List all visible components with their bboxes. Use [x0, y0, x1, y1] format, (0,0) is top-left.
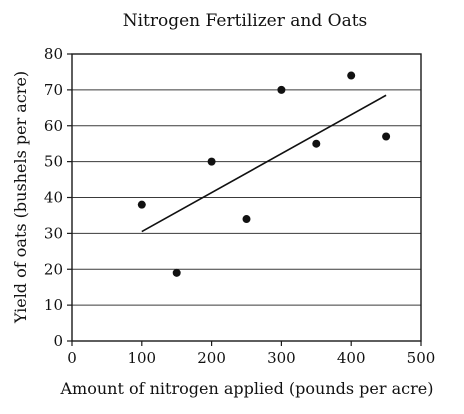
tick-label-layer: 0 10 20 30 40 50 60 70 80 0 100 200 300 400 500	[44, 45, 435, 367]
x-tick-label: 200	[197, 349, 226, 367]
data-point	[242, 215, 251, 224]
tick-layer	[67, 53, 422, 346]
data-point	[347, 71, 356, 80]
y-tick-label: 70	[44, 81, 63, 99]
x-tick-label: 500	[407, 349, 436, 367]
x-tick-label: 300	[267, 349, 296, 367]
y-tick-label: 20	[44, 260, 63, 278]
grid-layer	[72, 89, 421, 306]
data-point	[172, 268, 181, 277]
trend-line	[141, 94, 387, 233]
y-tick-label: 80	[44, 45, 63, 63]
x-tick-label: 0	[67, 349, 77, 367]
y-tick-label: 30	[44, 224, 63, 242]
y-axis-label: Yield of oats (bushels per acre)	[11, 71, 30, 324]
x-axis-label: Amount of nitrogen applied (pounds per a…	[60, 379, 434, 398]
point-layer	[137, 71, 391, 277]
y-tick-label: 60	[44, 117, 63, 135]
y-tick-label: 10	[44, 296, 63, 314]
chart-title: Nitrogen Fertilizer and Oats	[123, 11, 368, 31]
x-tick-label: 400	[337, 349, 366, 367]
data-point	[312, 139, 321, 148]
y-tick-label: 0	[53, 332, 63, 350]
data-point	[277, 85, 286, 94]
y-tick-label: 50	[44, 153, 63, 171]
data-point	[382, 132, 391, 141]
data-point	[207, 157, 216, 166]
x-tick-label: 100	[127, 349, 156, 367]
data-point	[137, 200, 146, 209]
y-tick-label: 40	[44, 189, 63, 207]
